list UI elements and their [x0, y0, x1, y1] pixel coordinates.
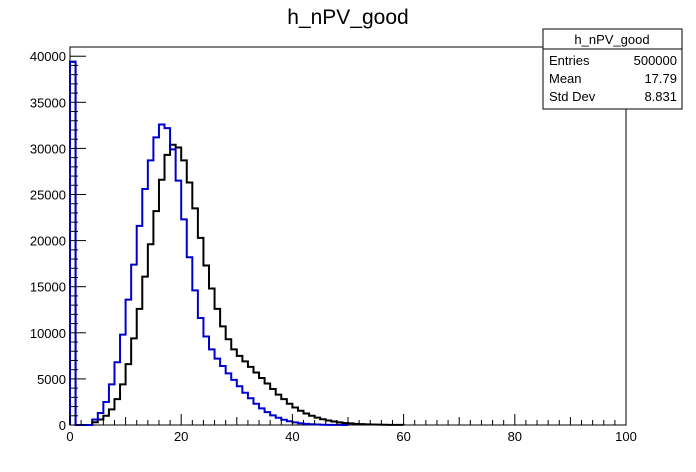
y-tick-label: 30000 — [30, 141, 66, 156]
stats-entries-value: 500000 — [634, 53, 677, 68]
y-tick-label: 5000 — [37, 372, 66, 387]
y-tick-label: 35000 — [30, 95, 66, 110]
stats-entries-label: Entries — [549, 53, 590, 68]
stats-mean-value: 17.79 — [644, 71, 677, 86]
x-tick-label: 0 — [66, 429, 73, 444]
x-tick-label: 40 — [285, 429, 299, 444]
y-tick-label: 15000 — [30, 280, 66, 295]
stats-box: h_nPV_good Entries 500000 Mean 17.79 Std… — [542, 28, 683, 110]
x-tick-label: 80 — [508, 429, 522, 444]
x-tick-label: 60 — [396, 429, 410, 444]
series-layer — [69, 60, 405, 426]
stats-stddev-value: 8.831 — [644, 89, 677, 104]
y-tick-label: 40000 — [30, 49, 66, 64]
x-tick-label: 100 — [615, 429, 637, 444]
series-0-line — [69, 60, 405, 426]
y-tick-label: 0 — [59, 418, 66, 433]
stats-stddev-label: Std Dev — [549, 89, 596, 104]
chart-title: h_nPV_good — [287, 6, 408, 29]
y-tick-label: 25000 — [30, 188, 66, 203]
y-tick-label: 10000 — [30, 326, 66, 341]
series-1-line — [69, 60, 349, 426]
y-tick-label: 20000 — [30, 234, 66, 249]
x-tick-label: 20 — [174, 429, 188, 444]
axes-layer: 0 20 40 60 80 100 0 5000 10000 15000 20000 25000 300… — [30, 46, 637, 444]
stats-title: h_nPV_good — [574, 32, 649, 47]
stats-mean-label: Mean — [549, 71, 582, 86]
